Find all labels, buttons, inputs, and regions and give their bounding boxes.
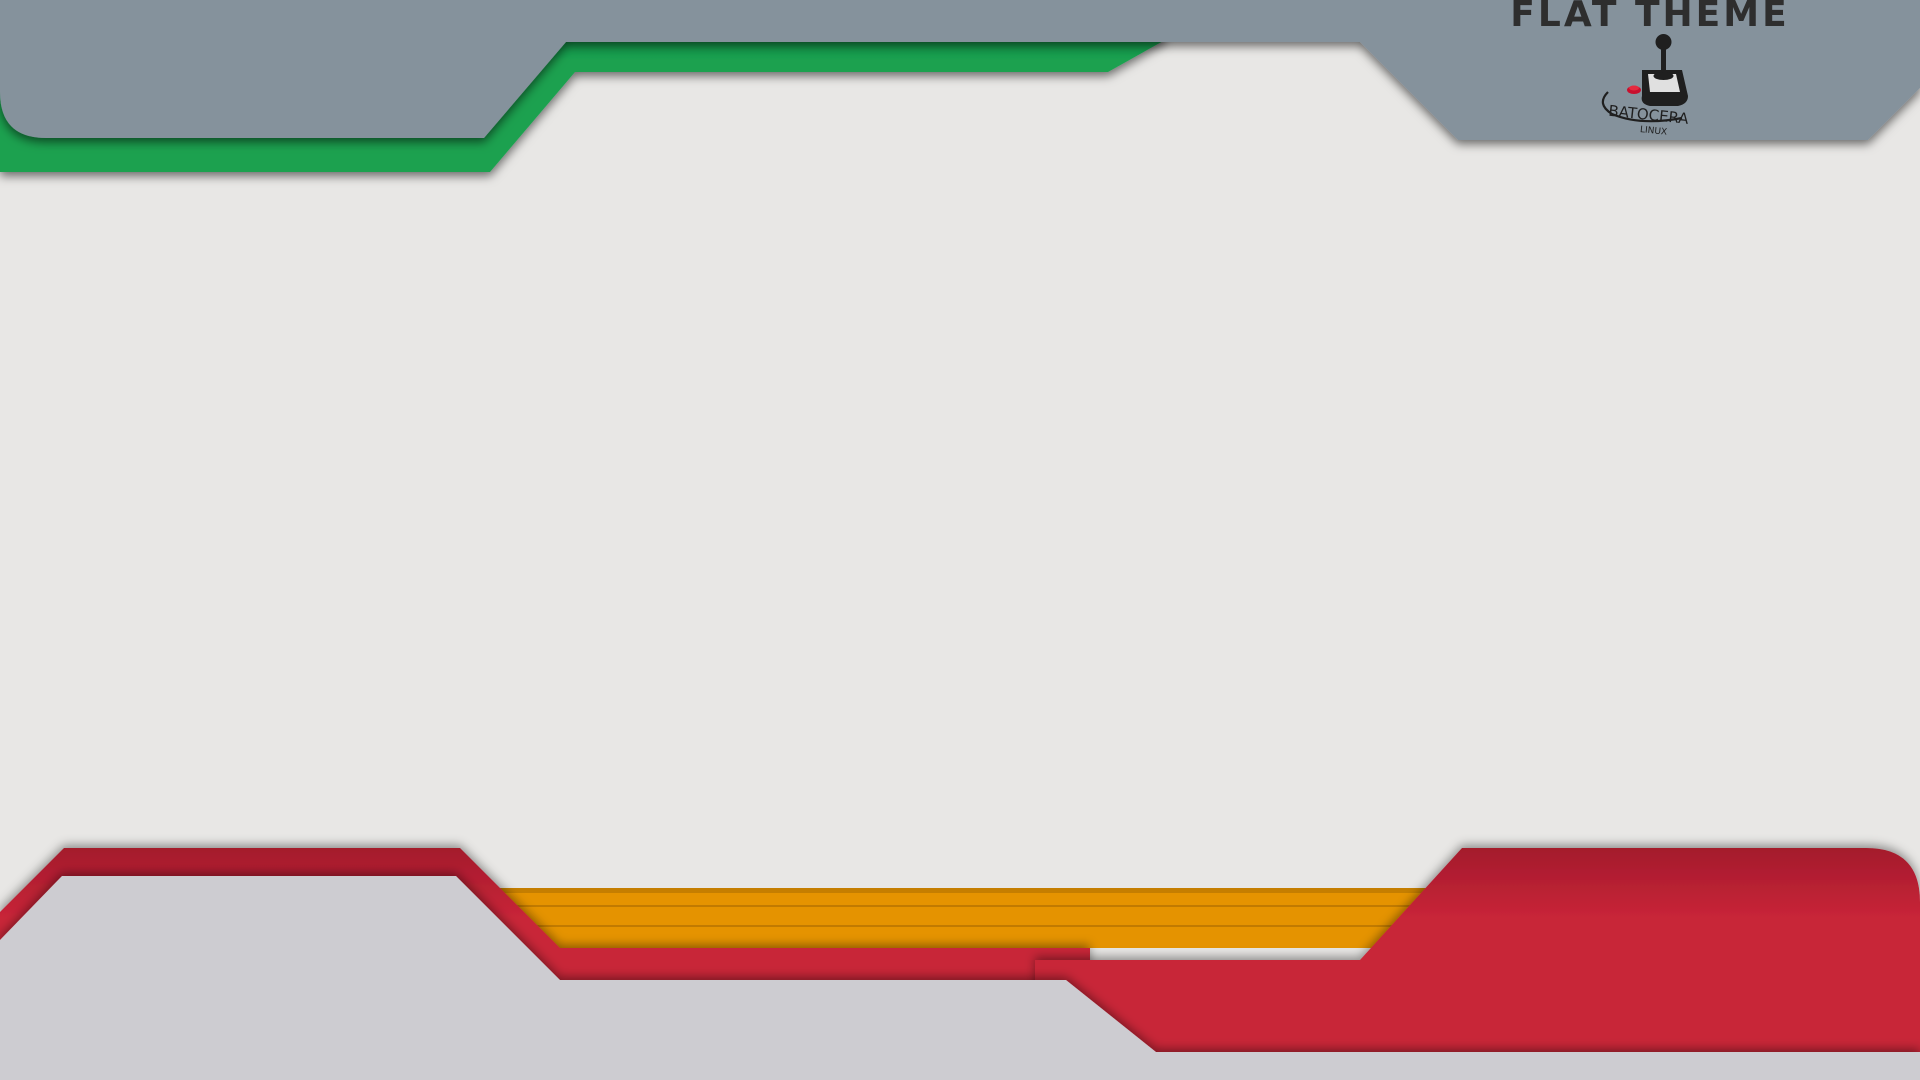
joystick-icon <box>1601 34 1688 123</box>
red-panel-right <box>1035 848 1920 1080</box>
logo-subtitle: LINUX <box>1639 125 1667 138</box>
orange-stripe-band <box>490 888 1450 948</box>
header-panel <box>0 0 1920 140</box>
batocera-logo: BATOCERA LINUX <box>1590 30 1710 138</box>
theme-title: FLAT THEME <box>1510 0 1790 35</box>
footer-panel <box>0 876 1920 1080</box>
